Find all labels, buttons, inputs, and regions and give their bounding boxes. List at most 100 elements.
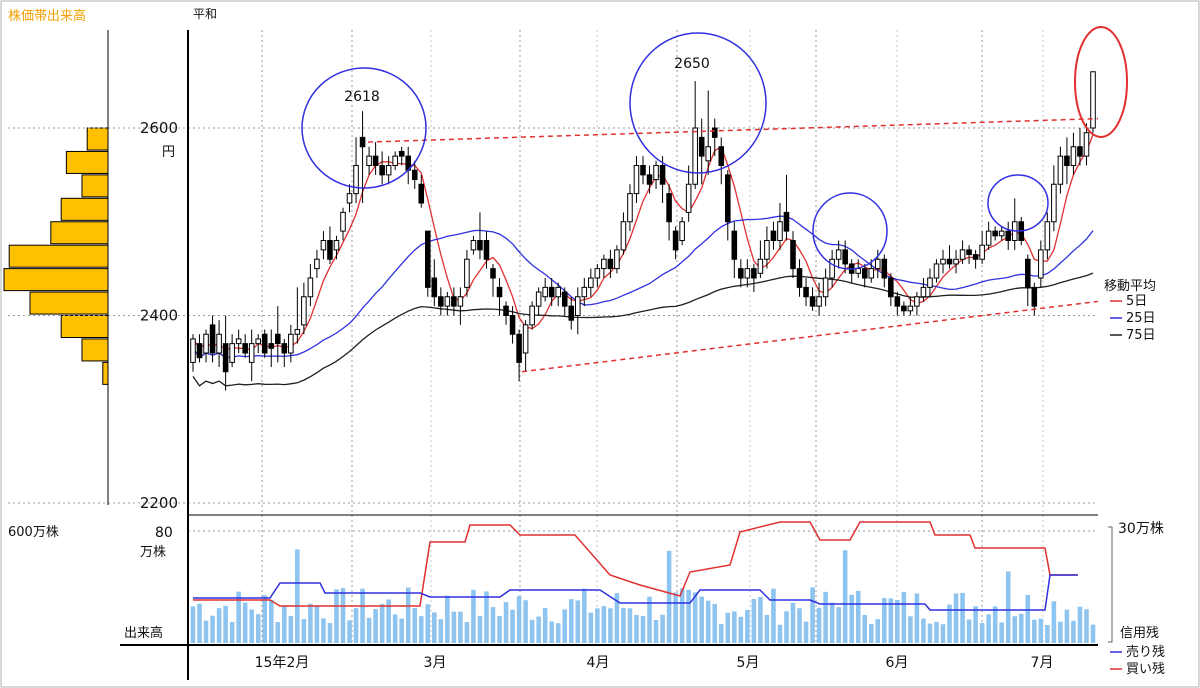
support-line [521, 300, 1099, 373]
axes [107, 30, 1098, 680]
volume-bar [953, 593, 959, 643]
ma-legend-label: 75日 [1126, 328, 1156, 343]
price-annotations: 2618 2650 [344, 56, 710, 105]
volume-bar [301, 618, 307, 643]
volume-bar [979, 623, 985, 643]
volume-bar [295, 549, 300, 643]
volume-bar [275, 622, 281, 643]
x-tick-label: 6月 [886, 655, 909, 671]
candle-up [255, 338, 262, 345]
x-tick-label: 7月 [1031, 655, 1054, 671]
volume-bar [529, 619, 535, 643]
volume-bar [947, 604, 952, 643]
candle-down [646, 174, 653, 185]
volume-profile-title: 株価帯出来高 [8, 8, 86, 24]
candle-up [529, 305, 535, 326]
candle-down [666, 193, 672, 223]
volume-bar [595, 608, 600, 643]
candle-up [288, 333, 294, 354]
candle-down [790, 240, 796, 270]
candle-down [809, 296, 816, 307]
volume-bar [236, 591, 241, 643]
volume-bar [1051, 601, 1057, 643]
volume-profile-bar [29, 291, 109, 315]
candle-up [190, 338, 196, 363]
volume-bar [568, 599, 574, 643]
candle-up [868, 268, 875, 279]
volume-bar [262, 595, 268, 643]
volume-bar [477, 615, 483, 643]
volume-bar [849, 594, 854, 643]
candle-down [659, 165, 666, 185]
volume-bar [718, 624, 724, 643]
candle-down [718, 146, 725, 166]
volume-bar [1090, 624, 1096, 643]
candle-down [770, 230, 777, 241]
volume-bar [203, 620, 209, 643]
candle-up [542, 286, 548, 298]
volume-bar [255, 614, 261, 643]
trend-lines [367, 117, 1099, 373]
candle-down [548, 286, 555, 298]
candle-up [535, 291, 542, 307]
candle-up [203, 333, 209, 354]
candle-up [914, 296, 920, 307]
volume-profile-bar [86, 127, 109, 151]
volume-bar [679, 588, 685, 643]
candle-down [803, 286, 809, 298]
candle-up [627, 193, 633, 223]
volume-bar [868, 624, 874, 643]
volume-bar [334, 589, 339, 643]
volume-bar [405, 587, 411, 643]
ma-legend-title: 移動平均 [1104, 279, 1156, 294]
candle-down [966, 249, 972, 256]
volume-bar [425, 604, 431, 643]
volume-bar [438, 619, 444, 643]
candle-up [1083, 132, 1090, 157]
volume-bar [666, 550, 672, 643]
volume-bar [412, 608, 418, 643]
volume-profile-bar [81, 338, 109, 362]
volume-bar [373, 609, 378, 643]
volume-bar [771, 588, 776, 643]
volume-bar [875, 619, 881, 643]
volume-bar [888, 598, 894, 643]
candle-down [861, 268, 868, 279]
x-tick-label: 5月 [737, 655, 760, 671]
candle-down [496, 286, 503, 298]
candle-down [783, 211, 790, 232]
candle-down [738, 268, 744, 279]
margin-legend-label: 売り残 [1126, 644, 1165, 660]
highlight-circle [987, 174, 1049, 232]
candle-up [353, 165, 359, 195]
candle-up [601, 258, 607, 270]
candle-down [503, 305, 509, 316]
candle-up [1090, 71, 1096, 129]
margin-scale-label: 30万株 [1118, 521, 1164, 537]
volume-bar [575, 600, 581, 643]
candle-down [894, 296, 901, 307]
candle-down [1025, 258, 1031, 288]
volume-bar [640, 616, 646, 643]
candle-down [483, 240, 490, 260]
candle-up [959, 249, 966, 260]
volume-bar [634, 614, 639, 643]
volume-bar [242, 602, 248, 643]
candle-down [398, 150, 405, 157]
volume-bar [229, 622, 235, 643]
x-tick-label: 3月 [424, 655, 447, 671]
volume-bar [366, 617, 372, 643]
candle-up [705, 146, 711, 162]
candle-down [640, 165, 646, 176]
candle-down [796, 268, 803, 288]
volume-bar [829, 602, 835, 643]
volume-bar [738, 616, 744, 643]
candle-up [346, 193, 353, 204]
candle-down [725, 174, 731, 223]
candle-up [777, 221, 783, 241]
breakout-circle [1074, 26, 1128, 138]
volume-bar [1025, 594, 1031, 643]
candle-down [711, 127, 718, 138]
volume-bar [1077, 606, 1083, 643]
candle-up [575, 296, 581, 316]
